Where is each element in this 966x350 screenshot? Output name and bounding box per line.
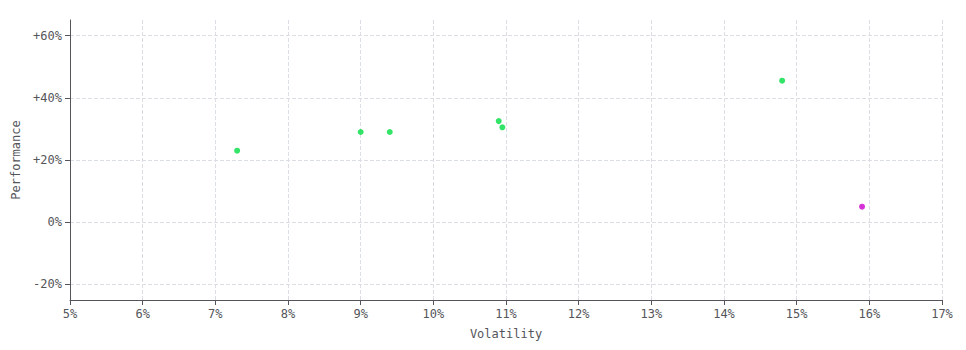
svg-text:12%: 12% (568, 307, 590, 321)
svg-text:+60%: +60% (33, 29, 63, 43)
svg-text:6%: 6% (135, 307, 150, 321)
svg-text:9%: 9% (353, 307, 368, 321)
svg-text:15%: 15% (786, 307, 808, 321)
svg-text:11%: 11% (495, 307, 517, 321)
svg-text:+40%: +40% (33, 91, 63, 105)
svg-text:17%: 17% (931, 307, 953, 321)
svg-text:0%: 0% (48, 215, 63, 229)
svg-text:8%: 8% (281, 307, 296, 321)
svg-text:7%: 7% (208, 307, 223, 321)
svg-text:13%: 13% (640, 307, 662, 321)
svg-text:16%: 16% (858, 307, 880, 321)
svg-text:Performance: Performance (9, 120, 23, 199)
svg-text:5%: 5% (63, 307, 78, 321)
svg-text:Volatility: Volatility (470, 327, 542, 341)
svg-text:+20%: +20% (33, 153, 63, 167)
svg-text:10%: 10% (422, 307, 444, 321)
svg-text:-20%: -20% (33, 277, 63, 291)
svg-text:14%: 14% (713, 307, 735, 321)
